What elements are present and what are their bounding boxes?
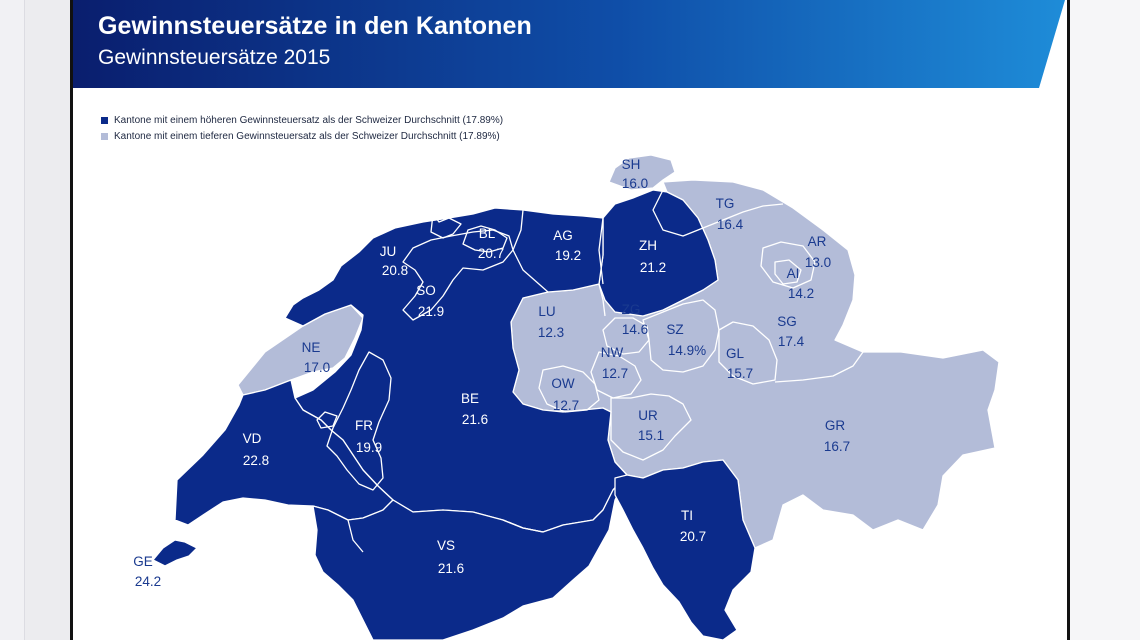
label-code-AI: AI <box>787 266 800 281</box>
label-code-NE: NE <box>302 340 321 355</box>
label-code-AR: AR <box>808 234 827 249</box>
label-rate-LU: 12.3 <box>538 325 564 340</box>
legend-label-below: Kantone mit einem tieferen Gewinnsteuers… <box>114 130 500 142</box>
label-code-BL: BL <box>479 226 496 241</box>
canton-map: BS 22.2 SH 16.0 JU 20.8 BL 20.7 AG 19.2 … <box>133 154 1000 640</box>
page-subtitle: Gewinnsteuersätze 2015 <box>98 46 331 69</box>
label-rate-BS: 22.2 <box>446 194 472 209</box>
label-code-NW: NW <box>601 345 624 360</box>
label-rate-NW: 12.7 <box>602 366 628 381</box>
legend-swatch-above <box>101 116 108 124</box>
legend-item-above: Kantone mit einem höheren Gewinnsteuersa… <box>101 112 503 128</box>
canton-labels: BS 22.2 SH 16.0 JU 20.8 BL 20.7 AG 19.2 … <box>133 157 850 589</box>
label-code-GR: GR <box>825 418 846 433</box>
right-gutter <box>1070 0 1140 640</box>
label-rate-FR: 19.9 <box>356 440 382 455</box>
label-rate-BE: 21.6 <box>462 412 488 427</box>
label-rate-ZH: 21.2 <box>640 260 666 275</box>
label-rate-UR: 15.1 <box>638 428 664 443</box>
label-code-SZ: SZ <box>666 322 683 337</box>
label-code-GE: GE <box>133 554 153 569</box>
label-rate-VS: 21.6 <box>438 561 464 576</box>
label-code-BE: BE <box>461 391 479 406</box>
label-code-SH: SH <box>622 157 641 172</box>
label-rate-GL: 15.7 <box>727 366 753 381</box>
label-code-JU: JU <box>380 244 397 259</box>
gutter-divider <box>24 0 25 640</box>
label-code-GL: GL <box>726 346 745 361</box>
page-title: Gewinnsteuersätze in den Kantonen <box>98 12 532 40</box>
slide: Gewinnsteuersätze in den Kantonen Gewinn… <box>70 0 1070 640</box>
legend-label-above: Kantone mit einem höheren Gewinnsteuersa… <box>114 114 504 126</box>
label-rate-AG: 19.2 <box>555 248 581 263</box>
label-code-AG: AG <box>553 228 573 243</box>
label-rate-TG: 16.4 <box>717 217 744 232</box>
label-rate-AI: 14.2 <box>788 286 814 301</box>
label-rate-GR: 16.7 <box>824 439 850 454</box>
label-code-LU: LU <box>538 304 555 319</box>
label-code-TG: TG <box>716 196 735 211</box>
region-VS <box>312 474 628 640</box>
label-code-VD: VD <box>243 431 262 446</box>
region-VD <box>174 379 394 526</box>
label-code-TI: TI <box>681 508 693 523</box>
label-rate-SH: 16.0 <box>622 176 648 191</box>
title-banner <box>73 0 1065 88</box>
label-rate-TI: 20.7 <box>680 529 706 544</box>
label-code-ZH: ZH <box>639 238 657 253</box>
label-rate-SZ: 14.9% <box>668 343 706 358</box>
label-code-SO: SO <box>416 283 436 298</box>
label-rate-NE: 17.0 <box>304 360 330 375</box>
region-SH <box>608 154 676 191</box>
label-rate-ZG: 14.6 <box>622 322 648 337</box>
label-rate-VD: 22.8 <box>243 453 269 468</box>
label-code-BS: BS <box>446 172 464 187</box>
label-rate-AR: 13.0 <box>805 255 831 270</box>
label-rate-SO: 21.9 <box>418 304 444 319</box>
region-TI <box>614 459 756 640</box>
label-rate-GE: 24.2 <box>135 574 161 589</box>
label-code-FR: FR <box>355 418 373 433</box>
label-code-VS: VS <box>437 538 455 553</box>
legend-item-below: Kantone mit einem tieferen Gewinnsteuers… <box>101 128 503 144</box>
region-GE <box>152 539 198 567</box>
label-code-ZG: ZG <box>622 302 641 317</box>
label-code-OW: OW <box>551 376 575 391</box>
label-code-UR: UR <box>638 408 658 423</box>
label-rate-JU: 20.8 <box>382 263 408 278</box>
region-ZH <box>598 189 719 317</box>
legend: Kantone mit einem höheren Gewinnsteuersa… <box>101 112 503 144</box>
label-code-SG: SG <box>777 314 797 329</box>
left-gutter <box>0 0 24 640</box>
label-rate-OW: 12.7 <box>553 398 579 413</box>
label-rate-BL: 20.7 <box>478 246 504 261</box>
legend-swatch-below <box>101 132 108 140</box>
label-rate-SG: 17.4 <box>778 334 805 349</box>
